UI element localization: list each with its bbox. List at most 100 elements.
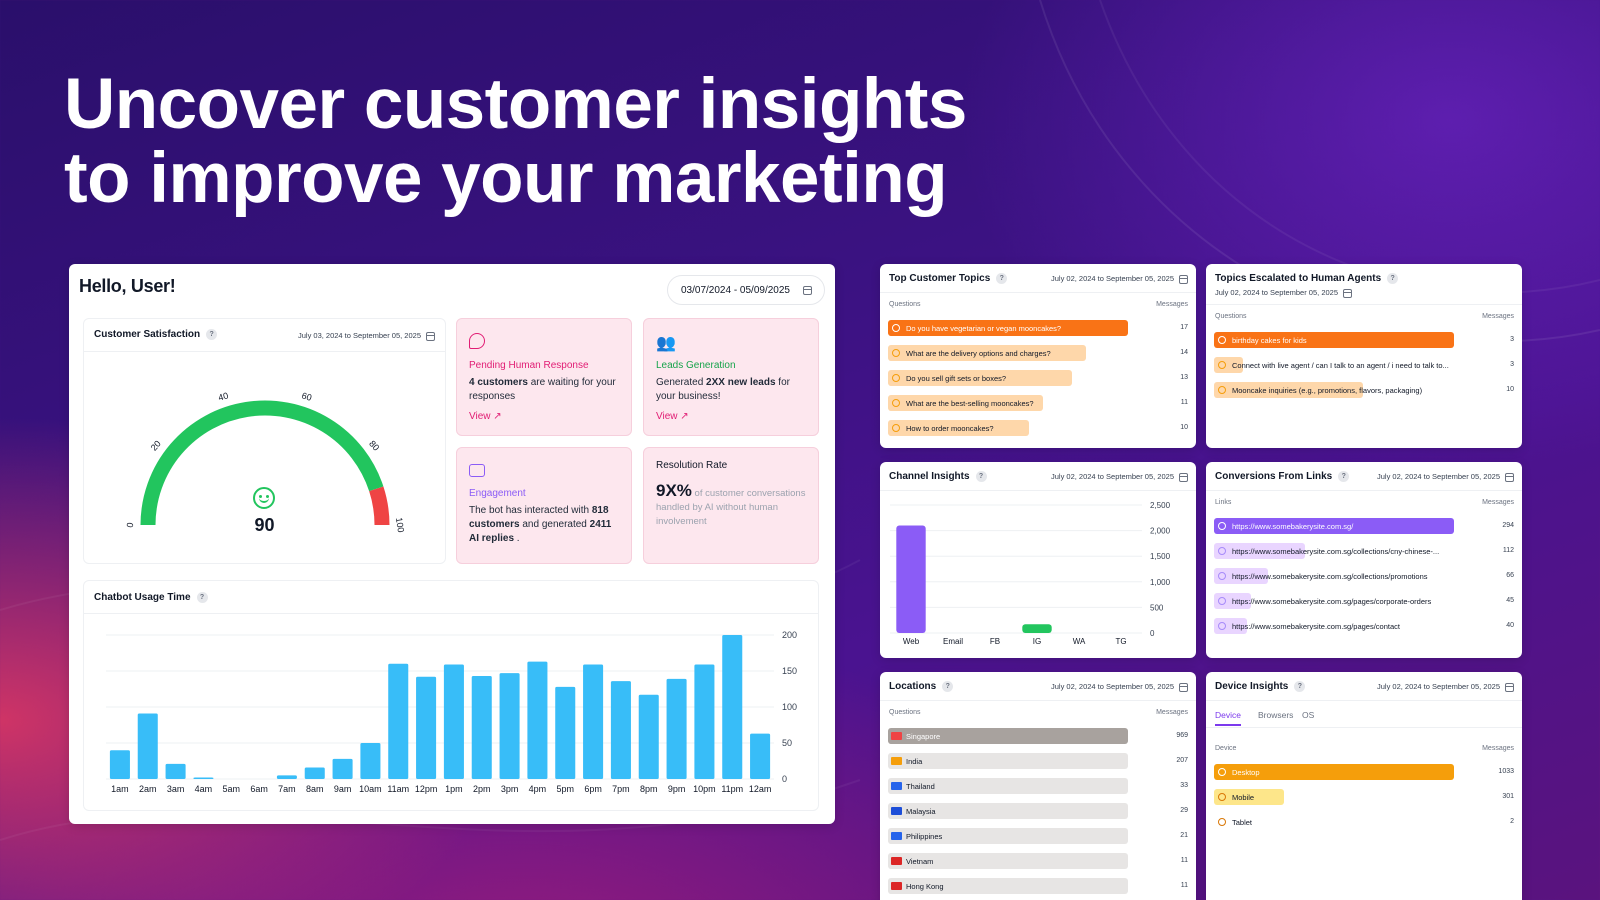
link-row[interactable]: https://www.somebakerysite.com.sg/collec… — [1214, 543, 1514, 559]
location-row[interactable]: India 207 — [888, 753, 1188, 769]
calendar-icon[interactable] — [1179, 274, 1188, 284]
help-icon[interactable]: ? — [206, 329, 218, 340]
bar-2pm — [471, 676, 492, 779]
leads-pre: Generated — [656, 377, 707, 388]
calendar-icon[interactable] — [803, 286, 812, 295]
leads-generation-tile[interactable]: 👥 Leads Generation Generated 2XX new lea… — [643, 318, 819, 436]
row-bar — [1214, 543, 1306, 559]
channel-insights-card: Channel Insights? July 02, 2024 to Septe… — [880, 462, 1196, 658]
pending-count: 4 customers — [469, 377, 528, 388]
row-label: Malaysia — [906, 807, 936, 816]
row-value: 1033 — [1498, 768, 1514, 775]
top-customer-topics-card: Top Customer Topics? July 02, 2024 to Se… — [880, 264, 1196, 448]
col-messages: Messages — [1156, 709, 1188, 716]
location-row[interactable]: Vietnam 11 — [888, 853, 1188, 869]
row-value: 17 — [1180, 324, 1188, 331]
topic-row[interactable]: Do you sell gift sets or boxes? 13 — [888, 370, 1188, 386]
pending-human-response-tile[interactable]: Pending Human Response 4 customers are w… — [456, 318, 632, 436]
view-label: View — [469, 411, 491, 422]
y-tick-label: 150 — [782, 666, 797, 676]
calendar-icon[interactable] — [1179, 472, 1188, 482]
location-row[interactable]: Thailand 33 — [888, 778, 1188, 794]
conversions-from-links-card: Conversions From Links? July 02, 2024 to… — [1206, 462, 1522, 658]
users-icon: 👥 — [656, 335, 676, 352]
x-tick-label: FB — [990, 637, 1000, 646]
link-row[interactable]: https://www.somebakerysite.com.sg/pages/… — [1214, 618, 1514, 634]
link-row[interactable]: https://www.somebakerysite.com.sg/294 — [1214, 518, 1514, 534]
calendar-icon[interactable] — [426, 331, 435, 341]
link-icon — [1218, 597, 1226, 605]
pending-title: Pending Human Response — [469, 360, 589, 371]
y-tick-label: 50 — [782, 738, 792, 748]
engagement-title: Engagement — [469, 488, 526, 499]
bar-1am — [109, 750, 130, 779]
chat-bubble-icon — [892, 374, 900, 382]
row-label: Tablet — [1232, 818, 1253, 827]
row-value: 969 — [1176, 732, 1188, 739]
col-messages: Messages — [1156, 301, 1188, 308]
help-icon[interactable]: ? — [942, 681, 954, 692]
topic-row[interactable]: How to order mooncakes? 10 — [888, 420, 1188, 436]
channel-title: Channel Insights — [889, 471, 970, 483]
engagement-customers: 818 customers — [469, 505, 609, 530]
topic-row[interactable]: What are the delivery options and charge… — [888, 345, 1188, 361]
link-row[interactable]: https://www.somebakerysite.com.sg/pages/… — [1214, 593, 1514, 609]
help-icon[interactable]: ? — [196, 592, 208, 603]
x-tick-label: 8pm — [640, 784, 658, 794]
location-row[interactable]: Hong Kong 11 — [888, 878, 1188, 894]
bar-9am — [332, 758, 353, 779]
help-icon[interactable]: ? — [1338, 471, 1350, 482]
row-value: 294 — [1502, 522, 1514, 529]
device-row[interactable]: Desktop 1033 — [1214, 764, 1514, 780]
tab-device[interactable]: Device — [1215, 710, 1241, 726]
x-tick-label: 2pm — [473, 784, 491, 794]
row-value: 10 — [1180, 424, 1188, 431]
topic-row[interactable]: Do you have vegetarian or vegan mooncake… — [888, 320, 1188, 336]
tab-os[interactable]: OS — [1302, 710, 1315, 720]
row-label: https://www.somebakerysite.com.sg/collec… — [1232, 572, 1428, 581]
help-icon[interactable]: ? — [996, 273, 1008, 284]
calendar-icon[interactable] — [1505, 472, 1514, 482]
calendar-icon[interactable] — [1343, 288, 1353, 298]
device-row[interactable]: Mobile 301 — [1214, 789, 1514, 805]
tab-browsers[interactable]: Browsers — [1258, 710, 1294, 720]
row-bar — [888, 420, 1030, 436]
link-icon — [1218, 572, 1226, 580]
calendar-icon[interactable] — [1505, 682, 1514, 692]
row-value: 40 — [1506, 622, 1514, 629]
location-row[interactable]: Philippines 21 — [888, 828, 1188, 844]
chat-bubble-icon — [892, 399, 900, 407]
help-icon[interactable]: ? — [975, 471, 987, 482]
chat-bubble-icon — [469, 333, 485, 349]
row-bar — [888, 753, 1128, 769]
x-tick-label: 7am — [278, 784, 296, 794]
x-tick-label: 4pm — [529, 784, 547, 794]
gauge-arc-good — [140, 400, 384, 526]
row-value: 29 — [1180, 807, 1188, 814]
row-label: https://www.somebakerysite.com.sg/ — [1232, 522, 1354, 531]
link-row[interactable]: https://www.somebakerysite.com.sg/collec… — [1214, 568, 1514, 584]
help-icon[interactable]: ? — [1387, 273, 1399, 284]
engagement-tile: Engagement The bot has interacted with 8… — [456, 447, 632, 564]
escalated-row[interactable]: birthday cakes for kids 3 — [1214, 332, 1514, 348]
x-tick-label: TG — [1115, 637, 1126, 646]
escalated-row[interactable]: Connect with live agent / can I talk to … — [1214, 357, 1514, 373]
device-date: July 02, 2024 to September 05, 2025 — [1376, 682, 1500, 691]
topic-row[interactable]: What are the best-selling mooncakes? 11 — [888, 395, 1188, 411]
device-row[interactable]: Tablet 2 — [1214, 814, 1514, 830]
hero-headline: Uncover customer insights to improve you… — [64, 68, 967, 216]
calendar-icon[interactable] — [1179, 682, 1188, 692]
x-tick-label: 10am — [359, 784, 382, 794]
link-icon — [1218, 522, 1226, 530]
flag-icon — [891, 857, 902, 865]
pending-view-link[interactable]: View ↗ — [469, 411, 502, 422]
row-bar — [888, 320, 1128, 336]
escalated-row[interactable]: Mooncake inquiries (e.g., promotions, fl… — [1214, 382, 1514, 398]
location-row[interactable]: Malaysia 29 — [888, 803, 1188, 819]
date-range-picker[interactable]: 03/07/2024 - 05/09/2025 — [667, 275, 825, 305]
row-bar — [1214, 382, 1363, 398]
leads-view-link[interactable]: View ↗ — [656, 411, 689, 422]
location-row[interactable]: Singapore 969 — [888, 728, 1188, 744]
col-messages: Messages — [1482, 499, 1514, 506]
help-icon[interactable]: ? — [1294, 681, 1306, 692]
